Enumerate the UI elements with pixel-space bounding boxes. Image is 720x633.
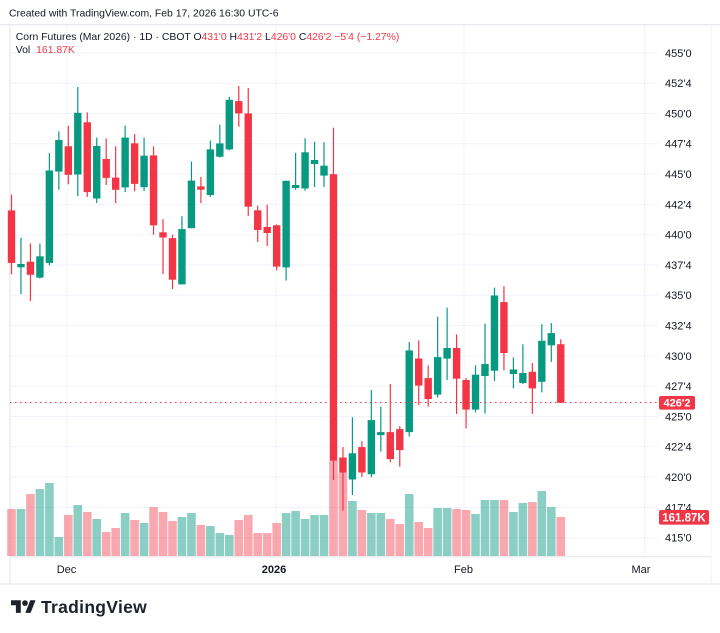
- svg-text:430'0: 430'0: [665, 351, 692, 363]
- svg-text:437'4: 437'4: [665, 260, 692, 272]
- svg-text:422'4: 422'4: [665, 442, 692, 454]
- svg-text:427'4: 427'4: [665, 381, 692, 393]
- svg-text:TradingView: TradingView: [41, 597, 147, 617]
- svg-text:415'0: 415'0: [665, 533, 692, 545]
- svg-text:425'0: 425'0: [665, 411, 692, 423]
- svg-text:442'4: 442'4: [665, 199, 692, 211]
- svg-text:Feb: Feb: [454, 564, 473, 576]
- svg-text:Corn Futures (Mar 2026) · 1D ·: Corn Futures (Mar 2026) · 1D · CBOT O431…: [16, 32, 400, 43]
- svg-text:455'0: 455'0: [665, 48, 692, 60]
- svg-text:435'0: 435'0: [665, 290, 692, 302]
- svg-text:426'2: 426'2: [663, 398, 690, 410]
- svg-text:Dec: Dec: [57, 564, 77, 576]
- svg-text:445'0: 445'0: [665, 169, 692, 181]
- svg-text:447'4: 447'4: [665, 139, 692, 151]
- svg-text:Created with TradingView.com,: Created with TradingView.com, Feb 17, 20…: [9, 9, 279, 20]
- svg-text:432'4: 432'4: [665, 321, 692, 333]
- svg-text:161.87K: 161.87K: [662, 512, 706, 524]
- svg-text:420'0: 420'0: [665, 472, 692, 484]
- svg-text:Vol 161.87K: Vol 161.87K: [16, 45, 75, 56]
- svg-text:Mar: Mar: [632, 564, 651, 576]
- svg-text:450'0: 450'0: [665, 108, 692, 120]
- svg-text:452'4: 452'4: [665, 78, 692, 90]
- svg-text:440'0: 440'0: [665, 230, 692, 242]
- svg-text:2026: 2026: [262, 564, 286, 576]
